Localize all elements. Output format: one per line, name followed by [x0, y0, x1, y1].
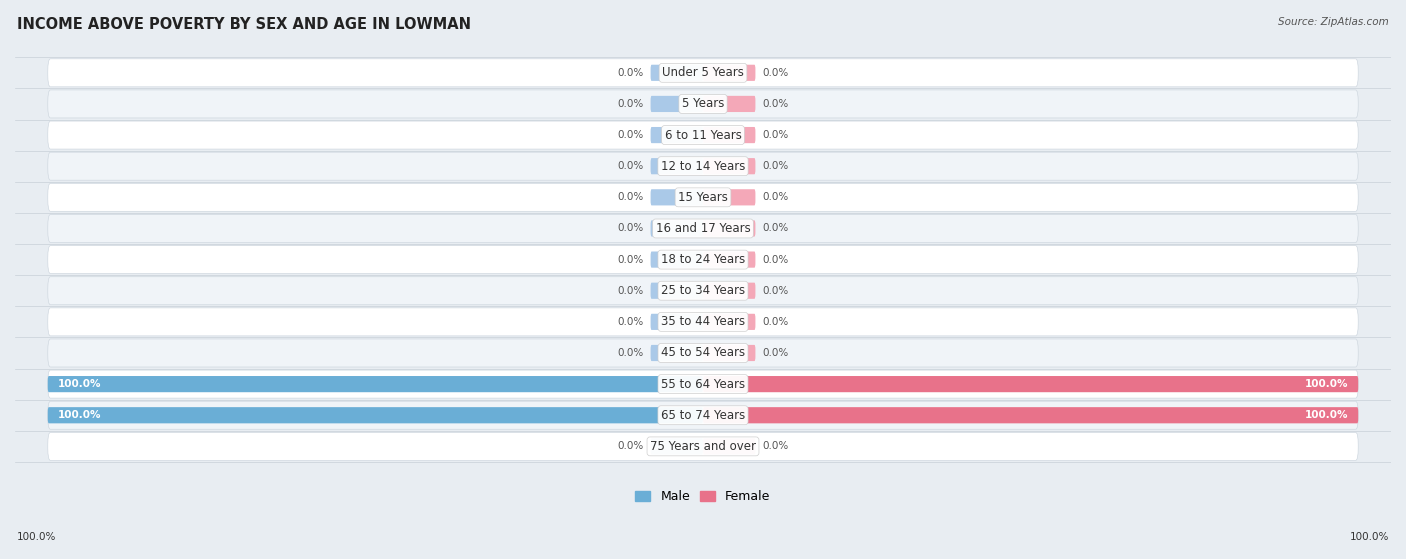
FancyBboxPatch shape — [651, 65, 703, 81]
Text: 0.0%: 0.0% — [762, 286, 789, 296]
Text: 0.0%: 0.0% — [762, 161, 789, 171]
Text: 0.0%: 0.0% — [617, 286, 644, 296]
FancyBboxPatch shape — [651, 158, 703, 174]
FancyBboxPatch shape — [651, 190, 703, 205]
Text: 0.0%: 0.0% — [617, 99, 644, 109]
Text: Source: ZipAtlas.com: Source: ZipAtlas.com — [1278, 17, 1389, 27]
Text: 12 to 14 Years: 12 to 14 Years — [661, 160, 745, 173]
Text: 45 to 54 Years: 45 to 54 Years — [661, 347, 745, 359]
Text: 0.0%: 0.0% — [617, 68, 644, 78]
Legend: Male, Female: Male, Female — [630, 485, 776, 508]
FancyBboxPatch shape — [703, 65, 755, 81]
FancyBboxPatch shape — [703, 376, 1358, 392]
Text: Under 5 Years: Under 5 Years — [662, 67, 744, 79]
FancyBboxPatch shape — [48, 215, 1358, 243]
Text: 0.0%: 0.0% — [762, 192, 789, 202]
Text: INCOME ABOVE POVERTY BY SEX AND AGE IN LOWMAN: INCOME ABOVE POVERTY BY SEX AND AGE IN L… — [17, 17, 471, 32]
Text: 100.0%: 100.0% — [1350, 532, 1389, 542]
Text: 25 to 34 Years: 25 to 34 Years — [661, 284, 745, 297]
Text: 100.0%: 100.0% — [17, 532, 56, 542]
FancyBboxPatch shape — [48, 59, 1358, 87]
FancyBboxPatch shape — [48, 376, 703, 392]
Text: 0.0%: 0.0% — [617, 192, 644, 202]
FancyBboxPatch shape — [703, 345, 755, 361]
FancyBboxPatch shape — [48, 407, 703, 423]
FancyBboxPatch shape — [703, 283, 755, 299]
FancyBboxPatch shape — [48, 277, 1358, 305]
FancyBboxPatch shape — [48, 152, 1358, 180]
Text: 0.0%: 0.0% — [762, 348, 789, 358]
Text: 100.0%: 100.0% — [1305, 410, 1348, 420]
Text: 16 and 17 Years: 16 and 17 Years — [655, 222, 751, 235]
FancyBboxPatch shape — [48, 339, 1358, 367]
Text: 0.0%: 0.0% — [762, 224, 789, 234]
FancyBboxPatch shape — [48, 401, 1358, 429]
FancyBboxPatch shape — [48, 308, 1358, 336]
Text: 0.0%: 0.0% — [617, 254, 644, 264]
FancyBboxPatch shape — [703, 438, 755, 454]
FancyBboxPatch shape — [48, 90, 1358, 118]
Text: 0.0%: 0.0% — [617, 442, 644, 451]
FancyBboxPatch shape — [703, 220, 755, 236]
FancyBboxPatch shape — [703, 96, 755, 112]
FancyBboxPatch shape — [48, 183, 1358, 211]
Text: 18 to 24 Years: 18 to 24 Years — [661, 253, 745, 266]
Text: 0.0%: 0.0% — [617, 348, 644, 358]
Text: 6 to 11 Years: 6 to 11 Years — [665, 129, 741, 141]
Text: 35 to 44 Years: 35 to 44 Years — [661, 315, 745, 328]
Text: 0.0%: 0.0% — [762, 442, 789, 451]
Text: 55 to 64 Years: 55 to 64 Years — [661, 378, 745, 391]
Text: 0.0%: 0.0% — [762, 68, 789, 78]
FancyBboxPatch shape — [703, 407, 1358, 423]
Text: 0.0%: 0.0% — [762, 99, 789, 109]
Text: 75 Years and over: 75 Years and over — [650, 440, 756, 453]
FancyBboxPatch shape — [651, 96, 703, 112]
FancyBboxPatch shape — [48, 121, 1358, 149]
Text: 100.0%: 100.0% — [58, 410, 101, 420]
Text: 5 Years: 5 Years — [682, 97, 724, 111]
Text: 0.0%: 0.0% — [762, 317, 789, 327]
FancyBboxPatch shape — [651, 438, 703, 454]
FancyBboxPatch shape — [703, 252, 755, 268]
FancyBboxPatch shape — [651, 345, 703, 361]
Text: 100.0%: 100.0% — [58, 379, 101, 389]
Text: 0.0%: 0.0% — [762, 254, 789, 264]
FancyBboxPatch shape — [651, 314, 703, 330]
Text: 65 to 74 Years: 65 to 74 Years — [661, 409, 745, 421]
Text: 0.0%: 0.0% — [617, 317, 644, 327]
Text: 0.0%: 0.0% — [617, 130, 644, 140]
FancyBboxPatch shape — [48, 432, 1358, 461]
FancyBboxPatch shape — [651, 283, 703, 299]
FancyBboxPatch shape — [651, 127, 703, 143]
Text: 0.0%: 0.0% — [617, 161, 644, 171]
Text: 15 Years: 15 Years — [678, 191, 728, 204]
FancyBboxPatch shape — [651, 220, 703, 236]
FancyBboxPatch shape — [703, 190, 755, 205]
FancyBboxPatch shape — [703, 158, 755, 174]
Text: 100.0%: 100.0% — [1305, 379, 1348, 389]
Text: 0.0%: 0.0% — [617, 224, 644, 234]
FancyBboxPatch shape — [48, 245, 1358, 273]
FancyBboxPatch shape — [651, 252, 703, 268]
FancyBboxPatch shape — [703, 314, 755, 330]
FancyBboxPatch shape — [703, 127, 755, 143]
FancyBboxPatch shape — [48, 370, 1358, 398]
Text: 0.0%: 0.0% — [762, 130, 789, 140]
